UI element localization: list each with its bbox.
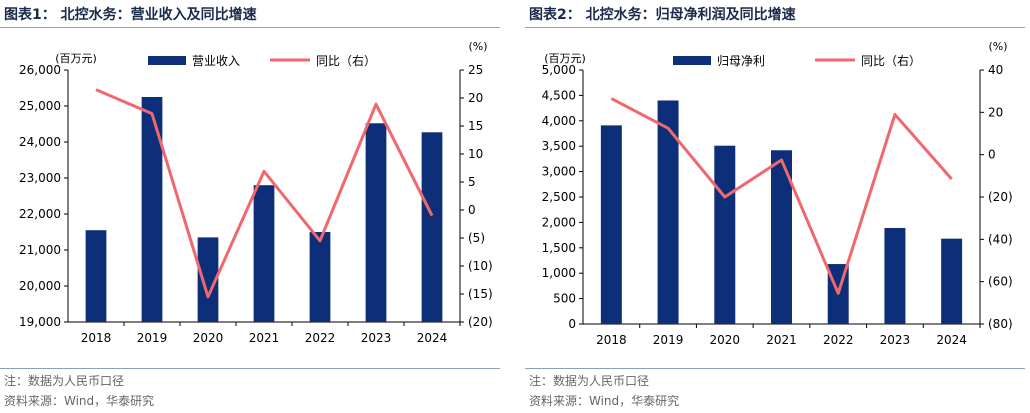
y-right-tick-label: 20 <box>468 91 483 105</box>
y-right-tick-label: (15) <box>468 287 493 301</box>
y-left-tick-label: 26,000 <box>19 63 61 77</box>
y-left-tick-label: 20,000 <box>19 279 61 293</box>
y-right-tick-label: (20) <box>468 315 493 329</box>
y-left-tick-label: 4,500 <box>542 88 576 102</box>
y-left-tick-label: 0 <box>568 317 576 331</box>
y-left-tick-label: 5,000 <box>542 63 576 77</box>
title-divider <box>0 27 500 28</box>
bar <box>309 232 331 322</box>
y-right-tick-label: 40 <box>988 63 1003 77</box>
chart-source: 资料来源：Wind，华泰研究 <box>4 394 155 408</box>
x-tick-label: 2019 <box>653 333 684 347</box>
x-tick-label: 2023 <box>880 333 911 347</box>
legend-bar-label: 归母净利 <box>717 54 765 68</box>
y-left-tick-label: 3,500 <box>542 139 576 153</box>
revenue-chart: 19,000 20,000 21,000 22,000 23,000 24,000 25,0… <box>19 40 493 345</box>
y-right-tick-label: 10 <box>468 147 483 161</box>
legend-line-label: 同比（右） <box>861 53 921 68</box>
x-tick-label: 2022 <box>823 333 854 347</box>
y-left-tick-label: 22,000 <box>19 207 61 221</box>
bar <box>85 230 107 322</box>
y-left-tick-label: 2,000 <box>542 215 576 229</box>
y-left-tick-label: 2,500 <box>542 190 576 204</box>
x-tick-label: 2022 <box>305 331 336 345</box>
y-left-unit-label: (百万元) <box>544 52 586 65</box>
bar <box>365 123 387 322</box>
y-left-tick-label: 4,000 <box>542 114 576 128</box>
y-left-unit-label: (百万元) <box>55 52 97 65</box>
y-right-tick-label: 20 <box>988 105 1003 119</box>
y-right-tick-label: 0 <box>468 203 476 217</box>
y-right-tick-label: (5) <box>468 231 485 245</box>
y-left-tick-label: 1,000 <box>542 266 576 280</box>
y-right-unit-label: (%) <box>988 40 1007 53</box>
x-tick-label: 2024 <box>417 331 448 345</box>
x-tick-label: 2019 <box>137 331 168 345</box>
bar <box>657 100 679 324</box>
chart-title: 图表1： 北控水务：营业收入及同比增速 <box>4 7 257 23</box>
footer-divider <box>525 368 1025 369</box>
bar <box>141 97 163 322</box>
bar <box>771 150 792 324</box>
legend-bar-swatch <box>148 56 186 65</box>
y-left-tick-label: 23,000 <box>19 171 61 185</box>
legend-line-label: 同比（右） <box>316 53 376 68</box>
title-divider <box>525 27 1025 28</box>
y-right-tick-label: (20) <box>988 190 1013 204</box>
y-left-tick-label: 19,000 <box>19 315 61 329</box>
y-left-tick-label: 500 <box>553 292 576 306</box>
x-tick-label: 2018 <box>596 333 627 347</box>
y-right-tick-label: (10) <box>468 259 493 273</box>
y-left-tick-label: 1,500 <box>542 241 576 255</box>
y-right-tick-label: 5 <box>468 175 476 189</box>
x-tick-label: 2024 <box>936 333 967 347</box>
legend-bar-label: 营业收入 <box>192 54 240 68</box>
chart-panel-revenue: 图表1： 北控水务：营业收入及同比增速 19,000 20,000 21,000 22… <box>0 0 500 413</box>
chart-note: 注：数据为人民币口径 <box>4 374 125 388</box>
y-right-tick-label: (60) <box>988 275 1013 289</box>
bar <box>884 227 906 324</box>
y-left-tick-label: 25,000 <box>19 99 61 113</box>
x-tick-label: 2021 <box>249 331 280 345</box>
y-left-tick-label: 24,000 <box>19 135 61 149</box>
x-tick-label: 2020 <box>710 333 741 347</box>
bar <box>600 125 622 324</box>
y-right-tick-label: 0 <box>988 148 996 162</box>
y-left-tick-label: 21,000 <box>19 243 61 257</box>
bar <box>253 185 275 322</box>
y-right-tick-label: 25 <box>468 63 483 77</box>
net-profit-chart: 0 500 1,000 1,500 2,000 2,500 3,000 3,500 4,000 4… <box>542 40 1013 347</box>
chart-panel-net-profit: 图表2： 北控水务：归母净利润及同比增速 0 500 1,000 1,500 2,000… <box>525 0 1025 413</box>
footer-divider <box>0 368 500 369</box>
bar <box>421 132 443 322</box>
chart-note: 注：数据为人民币口径 <box>529 374 650 388</box>
bar <box>941 238 963 324</box>
y-right-tick-label: (80) <box>988 317 1013 331</box>
bar <box>197 237 219 322</box>
chart-source: 资料来源：Wind，华泰研究 <box>529 394 680 408</box>
x-tick-label: 2020 <box>193 331 224 345</box>
x-tick-label: 2021 <box>766 333 797 347</box>
y-right-unit-label: (%) <box>468 40 487 53</box>
x-tick-label: 2018 <box>81 331 112 345</box>
chart-title: 图表2： 北控水务：归母净利润及同比增速 <box>529 7 796 23</box>
y-right-tick-label: 15 <box>468 119 483 133</box>
y-right-tick-label: (40) <box>988 232 1013 246</box>
x-tick-label: 2023 <box>361 331 392 345</box>
y-left-tick-label: 3,000 <box>542 165 576 179</box>
bar <box>714 145 736 324</box>
legend-bar-swatch <box>673 56 711 65</box>
